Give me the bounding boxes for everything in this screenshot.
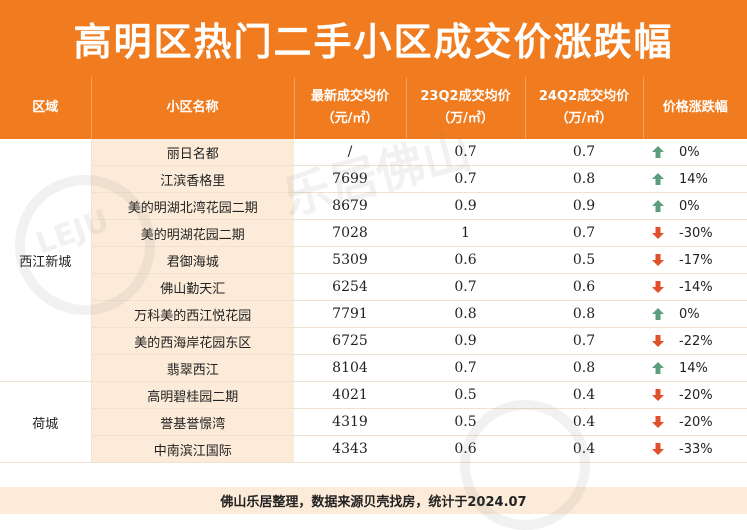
arrow-down-icon xyxy=(651,226,665,240)
community-name: 丽日名都 xyxy=(91,139,294,166)
table-row: 中南滨江国际 4343 0.6 0.4 -33% xyxy=(0,435,747,463)
community-name: 翡翠西江 xyxy=(91,354,294,382)
footer-note: 佛山乐居整理，数据来源贝壳找房，统计于2024.07 xyxy=(0,487,747,514)
q23-price: 0.7 xyxy=(406,273,525,301)
price-change: -17% xyxy=(643,246,747,274)
change-value: -17% xyxy=(679,252,713,268)
change-value: 14% xyxy=(679,171,708,187)
q23-price: 0.7 xyxy=(406,139,525,166)
arrow-up-icon xyxy=(651,145,665,159)
change-value: 14% xyxy=(679,360,708,376)
header-latest: 最新成交均价 （元/㎡） xyxy=(293,77,406,139)
latest-price: 4319 xyxy=(294,408,406,436)
latest-price: 4021 xyxy=(294,381,406,409)
arrow-up-icon xyxy=(651,172,665,186)
table-row: 美的西海岸花园东区 6725 0.9 0.7 -22% xyxy=(0,327,747,355)
header-change: 价格涨跌幅 xyxy=(642,77,747,139)
watermark-logo-icon xyxy=(15,175,155,315)
q23-price: 0.7 xyxy=(406,165,525,193)
community-name: 美的西海岸花园东区 xyxy=(91,327,294,355)
q24-price: 0.7 xyxy=(525,219,643,247)
change-value: 0% xyxy=(679,306,700,322)
price-change: -33% xyxy=(643,435,747,463)
arrow-up-icon xyxy=(651,361,665,375)
latest-price: 4343 xyxy=(294,435,406,463)
arrow-down-icon xyxy=(651,280,665,294)
latest-price: 7791 xyxy=(294,300,406,328)
table-row: 誉基誉憬湾 4319 0.5 0.4 -20% xyxy=(0,408,747,436)
change-value: -30% xyxy=(679,225,713,241)
latest-price: 7028 xyxy=(294,219,406,247)
latest-price: 6254 xyxy=(294,273,406,301)
latest-price: 7699 xyxy=(294,165,406,193)
q24-price: 0.9 xyxy=(525,192,643,220)
community-name: 万科美的西江悦花园 xyxy=(91,300,294,328)
table-row: 荷城 高明碧桂园二期 4021 0.5 0.4 -20% xyxy=(0,381,747,463)
q23-price: 0.8 xyxy=(406,300,525,328)
change-value: -22% xyxy=(679,333,713,349)
arrow-up-icon xyxy=(651,199,665,213)
table-row: 江滨香格里 7699 0.7 0.8 14% xyxy=(0,165,747,193)
q24-price: 0.8 xyxy=(525,354,643,382)
price-change: 0% xyxy=(643,300,747,328)
price-change: 14% xyxy=(643,165,747,193)
table-row: 万科美的西江悦花园 7791 0.8 0.8 0% xyxy=(0,300,747,328)
arrow-down-icon xyxy=(651,388,665,402)
price-change: -20% xyxy=(643,381,747,409)
arrow-down-icon xyxy=(651,253,665,267)
q24-price: 0.6 xyxy=(525,273,643,301)
q24-price: 0.7 xyxy=(525,139,643,166)
arrow-down-icon xyxy=(651,415,665,429)
watermark-logo-icon-2 xyxy=(460,400,590,530)
page-title: 高明区热门二手小区成交价涨跌幅 xyxy=(0,0,747,77)
price-change: -20% xyxy=(643,408,747,436)
arrow-up-icon xyxy=(651,307,665,321)
header-row: 区域 小区名称 最新成交均价 （元/㎡） 23Q2成交均价 （万/㎡） 24Q2成交… xyxy=(0,77,747,139)
price-change: 0% xyxy=(643,192,747,220)
header-q23: 23Q2成交均价 （万/㎡） xyxy=(405,77,525,139)
table-row: 美的明湖北湾花园二期 8679 0.9 0.9 0% xyxy=(0,192,747,220)
q24-price: 0.8 xyxy=(525,300,643,328)
price-change: 0% xyxy=(643,139,747,166)
arrow-down-icon xyxy=(651,334,665,348)
table-row: 西江新城 丽日名都/0.7 0.7 0% xyxy=(0,139,747,382)
q24-price: 0.7 xyxy=(525,327,643,355)
latest-price: 5309 xyxy=(294,246,406,274)
q23-price: 0.9 xyxy=(406,327,525,355)
change-value: -20% xyxy=(679,387,713,403)
change-value: 0% xyxy=(679,198,700,214)
change-value: -14% xyxy=(679,279,713,295)
change-value: 0% xyxy=(679,144,700,160)
change-value: -20% xyxy=(679,414,713,430)
q23-price: 0.6 xyxy=(406,246,525,274)
q23-price: 1 xyxy=(406,219,525,247)
table-row: 翡翠西江 8104 0.7 0.8 14% xyxy=(0,354,747,382)
latest-price: 6725 xyxy=(294,327,406,355)
price-change: -30% xyxy=(643,219,747,247)
q23-price: 0.7 xyxy=(406,354,525,382)
community-name: 高明碧桂园二期 xyxy=(91,381,294,409)
price-change: -14% xyxy=(643,273,747,301)
change-value: -33% xyxy=(679,441,713,457)
header-area: 区域 xyxy=(0,77,91,139)
q23-price: 0.9 xyxy=(406,192,525,220)
community-name: 中南滨江国际 xyxy=(91,435,294,463)
latest-price: 8104 xyxy=(294,354,406,382)
q24-price: 0.8 xyxy=(525,165,643,193)
latest-price: / xyxy=(294,139,406,166)
price-table: 区域 小区名称 最新成交均价 （元/㎡） 23Q2成交均价 （万/㎡） 24Q2成交… xyxy=(0,77,747,463)
community-name: 誉基誉憬湾 xyxy=(91,408,294,436)
area-cell: 荷城 xyxy=(0,381,92,463)
price-change: 14% xyxy=(643,354,747,382)
header-name: 小区名称 xyxy=(90,77,294,139)
latest-price: 8679 xyxy=(294,192,406,220)
price-change: -22% xyxy=(643,327,747,355)
q24-price: 0.5 xyxy=(525,246,643,274)
header-q24: 24Q2成交均价 （万/㎡） xyxy=(524,77,643,139)
arrow-down-icon xyxy=(651,442,665,456)
